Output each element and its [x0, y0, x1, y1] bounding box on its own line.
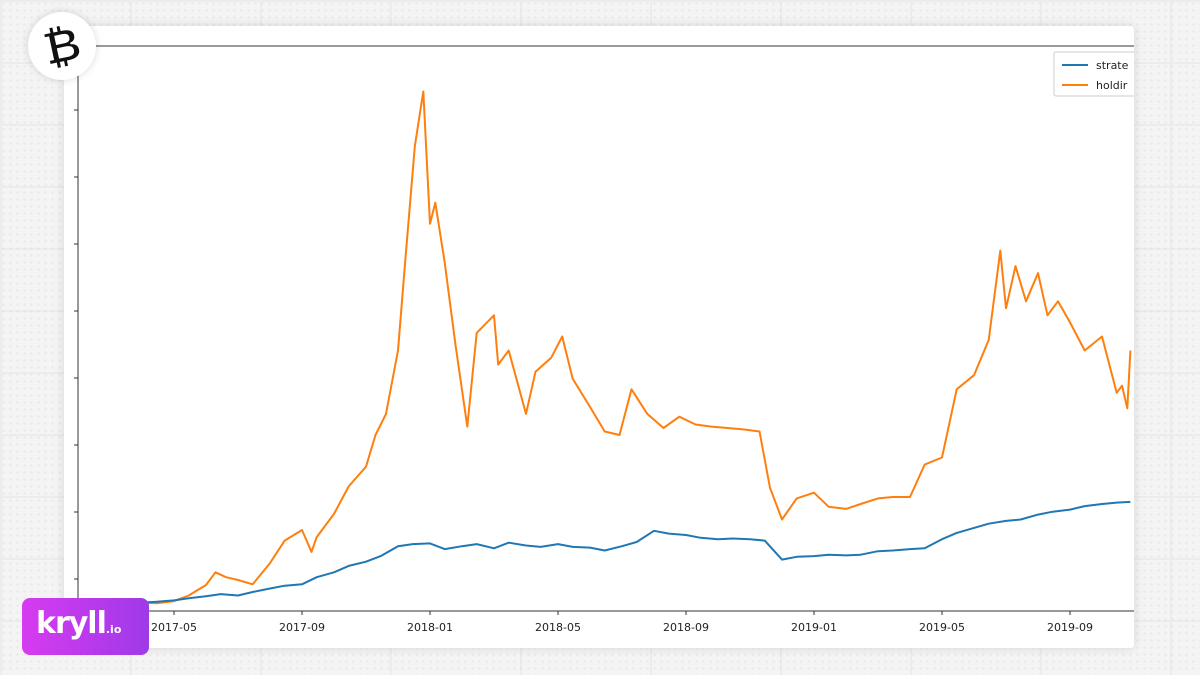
line-chart: 2017-05 2017-09 2018-01 2018-05 2018-09 2019-…: [74, 45, 1134, 634]
series-layer: [92, 90, 1132, 608]
legend-label: holdir: [1096, 79, 1128, 92]
legend: strate holdir: [1053, 51, 1134, 97]
bitcoin-glyph: ₿: [38, 16, 86, 77]
axes: [74, 45, 1134, 612]
plot-area: [78, 46, 1134, 611]
kryll-logo-badge: kryll.io: [22, 598, 149, 655]
x-tick-label: 2019-01: [791, 621, 837, 634]
bitcoin-icon: ₿: [37, 15, 86, 77]
series-line-strate: [92, 500, 1131, 605]
x-tick-label: 2019-05: [919, 621, 965, 634]
x-ticks: 2017-05 2017-09 2018-01 2018-05 2018-09 2019-…: [151, 611, 1093, 634]
series-line-holdir: [92, 90, 1132, 608]
chart-card: 2017-05 2017-09 2018-01 2018-05 2018-09 2019-…: [64, 26, 1134, 648]
legend-label: strate: [1096, 59, 1129, 72]
bitcoin-logo: ₿: [28, 12, 96, 80]
x-tick-label: 2018-05: [535, 621, 581, 634]
x-tick-label: 2017-05: [151, 621, 197, 634]
x-tick-label: 2018-01: [407, 621, 453, 634]
kryll-tld: .io: [105, 623, 122, 636]
kryll-wordmark: kryll: [36, 606, 107, 641]
x-tick-label: 2017-09: [279, 621, 325, 634]
x-tick-label: 2018-09: [663, 621, 709, 634]
x-tick-label: 2019-09: [1047, 621, 1093, 634]
